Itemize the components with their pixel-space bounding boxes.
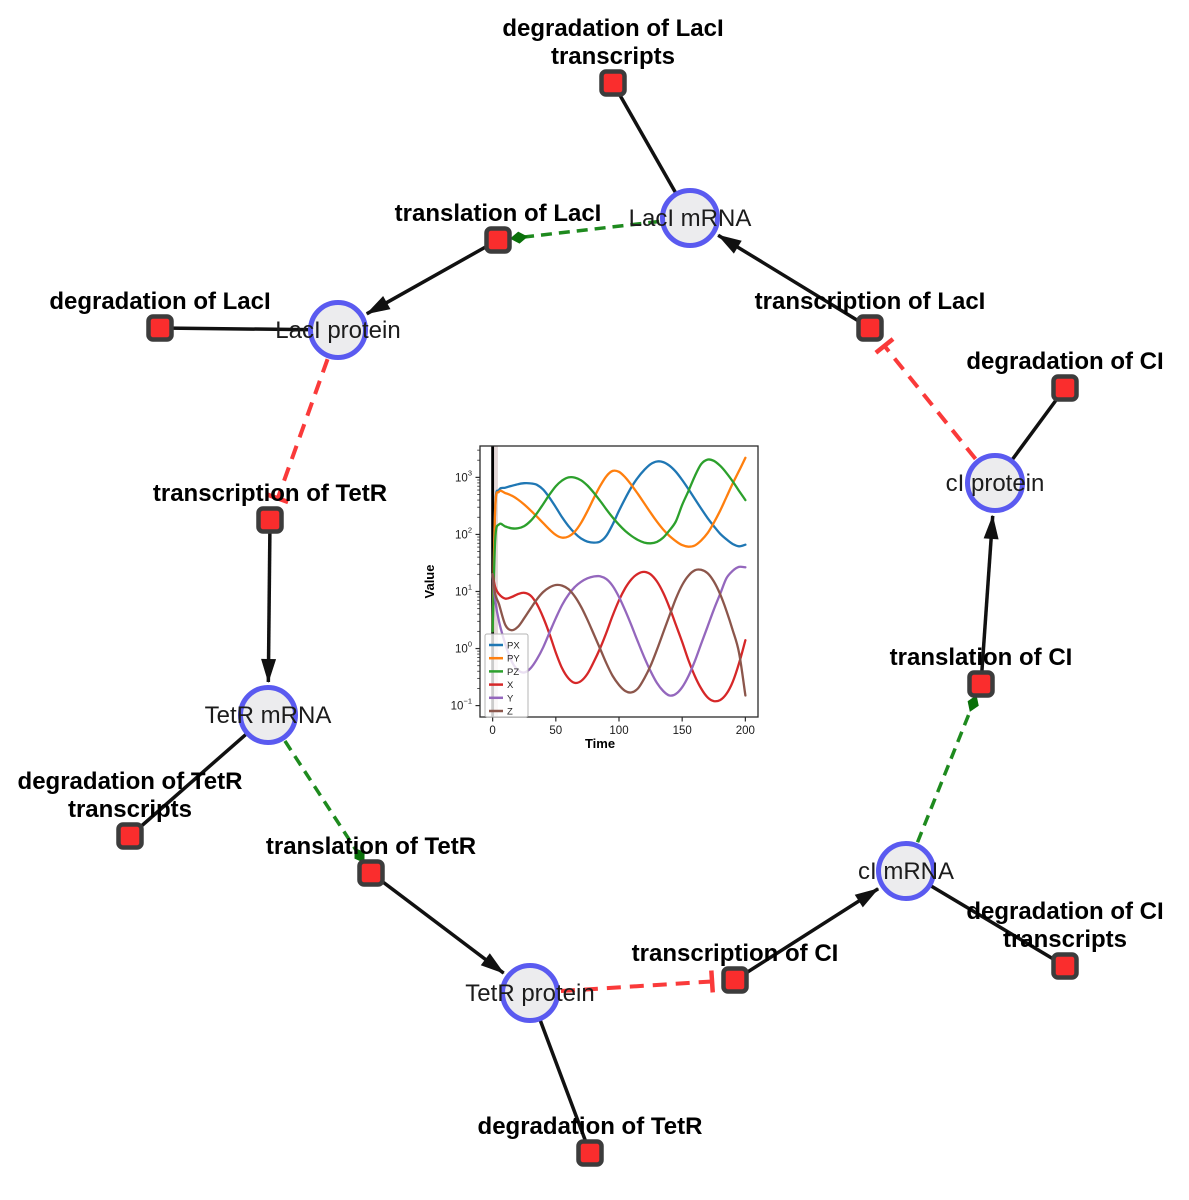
- species-node-tetr_mrna: [238, 685, 298, 745]
- legend-box: [484, 633, 529, 718]
- edge-product-transl_tetr-tetr_protein: [369, 871, 505, 975]
- legend-label-Z: Z: [507, 707, 513, 718]
- reaction-label-deg_ci-line0: degradation of CI: [966, 348, 1163, 375]
- species-node-laci_protein: [308, 300, 368, 360]
- x-axis-label: Time: [585, 736, 615, 751]
- species-label-ci_mrna: cI mRNA: [858, 858, 954, 885]
- reaction-label-deg_ci_tx-line1: transcripts: [1003, 926, 1127, 953]
- edge-product-transl_ci-ci_protein: [979, 514, 999, 685]
- legend-entry-Y: Y: [489, 693, 514, 704]
- reaction-node-transl_tetr: [357, 859, 385, 887]
- reaction-node-transl_laci: [484, 226, 512, 254]
- inset-chart: 0 50 100 150 20010−1100101102103TimeValuePXP…: [422, 445, 759, 751]
- series-line-X: [491, 570, 747, 703]
- legend-entry-PX: PX: [489, 641, 520, 652]
- y-axis-label: Value: [422, 565, 437, 599]
- edge-product-txn_tetr-tetr_mrna: [261, 519, 277, 684]
- y-tick-label: 102: [455, 525, 472, 541]
- legend-label-X: X: [507, 680, 514, 691]
- edge-inhibitor-tetr_protein-txn_ci: [560, 970, 715, 994]
- reaction-node-deg_ci_tx: [1051, 952, 1079, 980]
- labels-layer: degradation of LacItranscriptstranslatio…: [18, 15, 1164, 1140]
- edge-product-txn_ci-ci_mrna: [734, 887, 880, 982]
- reaction-label-txn_tetr-line0: transcription of TetR: [153, 480, 387, 507]
- y-tick-label: 10−1: [451, 697, 472, 713]
- species-label-tetr_protein: TetR protein: [465, 980, 594, 1007]
- edge-modifier-tetr_mrna-transl_tetr: [283, 740, 365, 863]
- legend-label-PY: PY: [507, 654, 520, 665]
- x-tick-label: 150: [673, 725, 692, 737]
- reaction-node-deg_laci_tx: [599, 69, 627, 97]
- series-line-PY: [491, 456, 747, 633]
- edge-inhibitor-laci_protein-txn_tetr: [266, 358, 330, 505]
- edge-product-txn_laci-laci_mrna: [717, 233, 871, 330]
- legend-entry-PY: PY: [489, 654, 520, 665]
- species-label-laci_mrna: LacI mRNA: [629, 205, 752, 232]
- species-node-ci_mrna: [876, 841, 936, 901]
- species-label-laci_protein: LacI protein: [275, 317, 400, 344]
- reaction-node-deg_tetr_tx: [116, 822, 144, 850]
- series-line-PZ: [491, 458, 747, 633]
- reaction-label-deg_laci_tx-line1: transcripts: [551, 43, 675, 70]
- reaction-node-deg_laci: [146, 314, 174, 342]
- reaction-node-transl_ci: [967, 670, 995, 698]
- edge-modifier-laci_mrna-transl_laci: [509, 219, 660, 244]
- reaction-label-deg_tetr_tx-line0: degradation of TetR: [18, 768, 243, 795]
- legend-entry-X: X: [489, 680, 514, 691]
- edge-reactant-ci_mrna-deg_ci_tx: [905, 869, 1066, 968]
- reaction-label-deg_laci_tx-line0: degradation of LacI: [502, 15, 723, 42]
- series-line-Z: [491, 568, 747, 697]
- x-tick-label: 50: [549, 725, 562, 737]
- reaction-node-txn_tetr: [256, 506, 284, 534]
- legend-label-Y: Y: [507, 693, 514, 704]
- x-tick-label: 100: [609, 725, 628, 737]
- reaction-label-txn_ci-line0: transcription of CI: [632, 940, 839, 967]
- species-node-ci_protein: [965, 453, 1025, 513]
- species-node-tetr_protein: [500, 963, 560, 1023]
- legend-label-PX: PX: [507, 641, 520, 652]
- x-tick-label: 200: [736, 725, 755, 737]
- species-node-laci_mrna: [660, 188, 720, 248]
- reaction-label-transl_tetr-line0: translation of TetR: [266, 833, 476, 860]
- legend-label-PZ: PZ: [507, 667, 519, 678]
- species-label-tetr_mrna: TetR mRNA: [205, 702, 332, 729]
- edge-product-transl_laci-laci_protein: [365, 238, 499, 316]
- reaction-label-txn_laci-line0: transcription of LacI: [755, 288, 986, 315]
- reaction-label-transl_ci-line0: translation of CI: [890, 644, 1073, 671]
- reaction-label-deg_laci-line0: degradation of LacI: [49, 288, 270, 315]
- edge-inhibitor-ci_protein-txn_laci: [874, 337, 978, 461]
- reaction-label-deg_ci_tx-line0: degradation of CI: [966, 898, 1163, 925]
- x-tick-label: 0: [489, 725, 495, 737]
- legend-entry-Z: Z: [489, 707, 513, 718]
- reaction-node-deg_tetr: [576, 1139, 604, 1167]
- reaction-label-transl_laci-line0: translation of LacI: [395, 200, 602, 227]
- y-tick-label: 103: [455, 468, 472, 484]
- reaction-label-deg_tetr-line0: degradation of TetR: [478, 1113, 703, 1140]
- legend-entry-PZ: PZ: [489, 667, 519, 678]
- chart-legend: PX PY PZ XYZ: [484, 633, 529, 718]
- y-tick-label: 101: [455, 582, 472, 598]
- reaction-node-deg_ci: [1051, 374, 1079, 402]
- edge-reactant-tetr_mrna-deg_tetr_tx: [128, 713, 270, 838]
- nodes-layer: [116, 69, 1079, 1167]
- reaction-node-txn_ci: [721, 966, 749, 994]
- reaction-node-txn_laci: [856, 314, 884, 342]
- species-label-ci_protein: cI protein: [946, 470, 1045, 497]
- edge-modifier-ci_mrna-transl_ci: [915, 695, 979, 843]
- series-line-Y: [491, 565, 747, 697]
- reaction-label-deg_tetr_tx-line1: transcripts: [68, 796, 192, 823]
- y-tick-label: 100: [455, 640, 472, 656]
